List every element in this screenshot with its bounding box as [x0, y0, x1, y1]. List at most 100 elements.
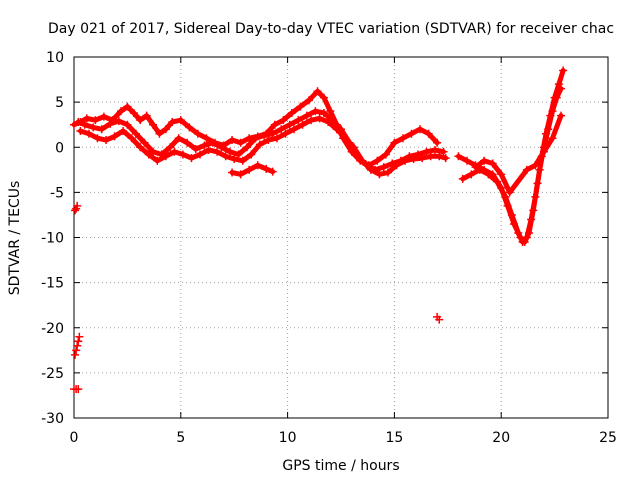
y-tick-label: 10: [46, 50, 64, 66]
data-point: [319, 108, 328, 117]
data-point: [74, 385, 83, 394]
data-point: [127, 134, 136, 143]
data-point: [527, 215, 536, 224]
data-point: [270, 120, 279, 129]
data-point: [245, 165, 254, 174]
data-point: [110, 132, 119, 141]
y-tick-label: -30: [41, 411, 64, 427]
data-point: [458, 174, 467, 183]
data-point: [557, 84, 566, 93]
data-point: [236, 170, 245, 179]
data-point: [409, 154, 418, 163]
y-axis-label: SDTVAR / TECUs: [7, 181, 23, 296]
data-point: [390, 138, 399, 147]
series-track-g: [471, 111, 566, 197]
data-point: [74, 337, 83, 346]
series-track-c: [76, 114, 450, 179]
data-point: [73, 341, 82, 350]
data-point: [416, 125, 425, 134]
data-point: [228, 168, 237, 177]
y-tick-labels: -30 -25 -20 -15 -10 -5 0 5 10: [41, 50, 64, 427]
data-point: [302, 111, 311, 120]
data-point: [531, 161, 540, 170]
axis-ticks: [73, 56, 609, 419]
data-point: [430, 145, 439, 154]
data-point: [375, 170, 384, 179]
data-point: [379, 163, 388, 172]
data-point: [313, 87, 322, 96]
data-point: [176, 116, 185, 125]
series-track-b: [74, 107, 448, 174]
data-point: [407, 129, 416, 138]
data-point: [80, 120, 89, 129]
data-point: [99, 112, 108, 121]
data-point: [255, 140, 264, 149]
data-point: [548, 107, 557, 116]
data-point: [153, 156, 162, 165]
data-point: [497, 170, 506, 179]
data-point: [548, 134, 557, 143]
data-point: [93, 134, 102, 143]
data-point: [102, 136, 111, 145]
data-point: [268, 167, 277, 176]
data-point: [304, 96, 313, 105]
data-point: [294, 116, 303, 125]
data-point: [392, 161, 401, 170]
data-point: [463, 156, 472, 165]
data-point: [170, 147, 179, 156]
data-point: [174, 134, 183, 143]
data-point: [140, 138, 149, 147]
data-point: [484, 170, 493, 179]
data-point: [119, 127, 128, 136]
data-point: [522, 233, 531, 242]
y-tick-label: 0: [55, 140, 64, 156]
series-band: [473, 113, 564, 195]
data-point: [234, 150, 243, 159]
data-point: [492, 177, 501, 186]
data-point: [243, 143, 252, 152]
data-point: [349, 143, 358, 152]
data-point: [225, 147, 234, 156]
data-point: [71, 206, 80, 215]
data-point: [247, 150, 256, 159]
data-point: [290, 125, 299, 134]
data-point: [187, 154, 196, 163]
data-point: [73, 201, 82, 210]
data-point: [72, 346, 81, 355]
data-point: [539, 147, 548, 156]
x-tick-label: 15: [385, 430, 403, 446]
data-point: [554, 80, 563, 89]
data-point: [531, 192, 540, 201]
data-point: [208, 138, 217, 147]
data-point: [264, 136, 273, 145]
data-point: [221, 152, 230, 161]
data-point: [285, 120, 294, 129]
data-point: [202, 134, 211, 143]
series-isolated-points: [70, 201, 444, 394]
data-point: [230, 154, 239, 163]
data-point: [435, 315, 444, 324]
data-point: [123, 102, 132, 111]
data-point: [149, 147, 158, 156]
data-point: [383, 168, 392, 177]
data-point: [116, 107, 125, 116]
data-point: [217, 143, 226, 152]
data-point: [166, 143, 175, 152]
x-tick-label: 25: [599, 430, 617, 446]
data-point: [136, 116, 145, 125]
data-point: [501, 192, 510, 201]
data-point: [106, 119, 115, 128]
data-point: [200, 141, 209, 150]
data-point: [204, 145, 213, 154]
data-point: [433, 138, 442, 147]
y-tick-label: -10: [41, 231, 64, 247]
data-point: [89, 123, 98, 132]
y-tick-label: -5: [50, 185, 64, 201]
x-tick-labels: 0 5 10 15 20 25: [70, 430, 617, 446]
data-point: [426, 152, 435, 161]
data-point: [439, 147, 448, 156]
data-point: [279, 116, 288, 125]
data-point: [332, 125, 341, 134]
y-tick-label: -20: [41, 321, 64, 337]
